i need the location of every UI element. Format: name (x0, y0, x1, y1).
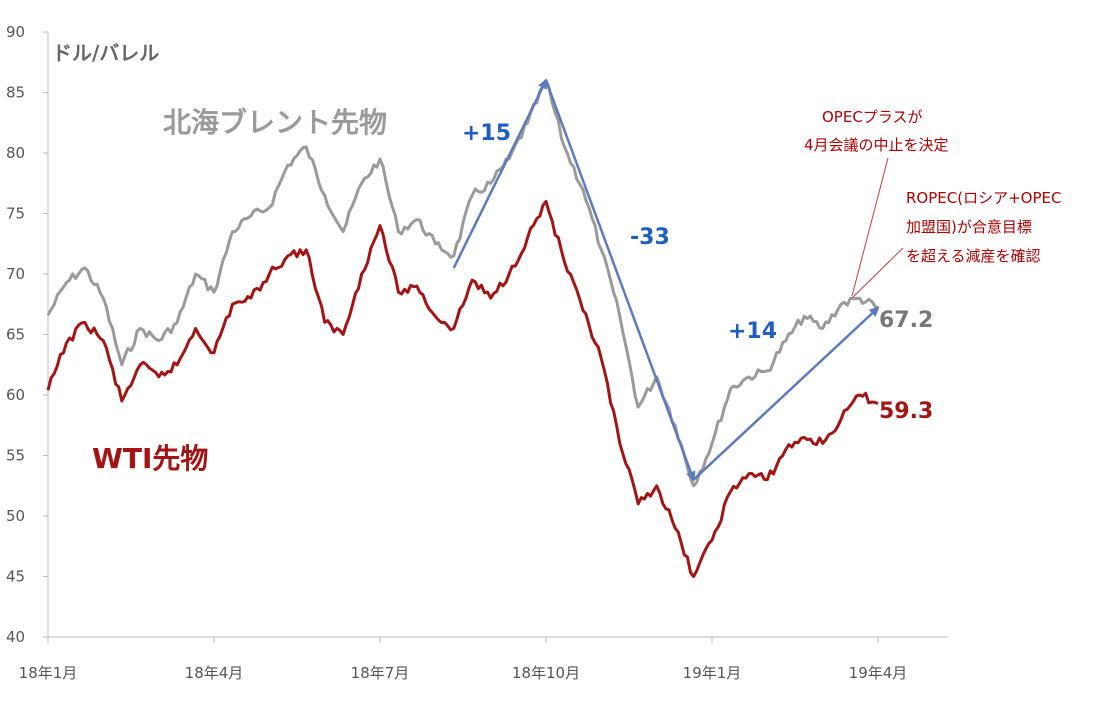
x-tick-label: 18年1月 (19, 664, 78, 682)
y-tick-label: 50 (6, 507, 25, 525)
change-arrow (544, 79, 696, 482)
y-tick-label: 85 (6, 84, 25, 102)
ropec-note-line1: ROPEC(ロシア+OPEC (906, 189, 1061, 207)
opec-plus-annotation: OPECプラスが 4月会議の中止を決定 (804, 108, 949, 297)
change-arrow-label: -33 (630, 225, 670, 250)
y-tick-label: 40 (6, 628, 25, 646)
change-arrow-label: +14 (728, 319, 777, 344)
change-arrows: +15 -33 +14 (452, 78, 880, 482)
y-tick-label: 90 (6, 23, 25, 41)
series-line-wti (46, 199, 879, 578)
ropec-annotation: ROPEC(ロシア+OPEC 加盟国)が合意目標 を超える減産を確認 (851, 189, 1061, 299)
change-arrow (692, 306, 880, 481)
x-tick-label: 19年4月 (849, 664, 908, 682)
y-axis: 40 45 50 55 60 65 70 75 80 85 90 (6, 23, 49, 646)
opec-plus-note-line1: OPECプラスが (822, 108, 923, 126)
x-axis: 18年1月 18年4月 18年7月 18年10月 19年1月 19年4月 (19, 636, 948, 682)
y-tick-label: 65 (6, 326, 25, 344)
y-tick-label: 45 (6, 568, 25, 586)
change-arrow (452, 78, 548, 269)
brent-end-value: 67.2 (879, 308, 933, 333)
y-tick-label: 75 (6, 205, 25, 223)
ropec-note-line2: 加盟国)が合意目標 (906, 218, 1032, 236)
x-tick-label: 18年4月 (185, 664, 244, 682)
y-tick-label: 55 (6, 447, 25, 465)
change-arrow-label: +15 (462, 121, 511, 146)
y-tick-label: 60 (6, 386, 25, 404)
series-label-brent: 北海ブレント先物 (163, 106, 387, 139)
x-tick-label: 18年10月 (512, 664, 580, 682)
series-line-brent (46, 78, 879, 488)
opec-plus-note-line2: 4月会議の中止を決定 (804, 136, 949, 154)
wti-end-value: 59.3 (879, 399, 933, 424)
y-axis-unit-label: ドル/バレル (52, 41, 159, 65)
ropec-leader-line (851, 247, 904, 299)
x-tick-label: 19年1月 (683, 664, 742, 682)
series-label-wti: WTI先物 (92, 442, 208, 475)
x-tick-label: 18年7月 (351, 664, 410, 682)
opec-plus-leader-line (851, 157, 889, 297)
y-tick-label: 70 (6, 265, 25, 283)
series-layer (46, 78, 879, 578)
ropec-note-line3: を超える減産を確認 (906, 247, 1041, 265)
y-tick-label: 80 (6, 144, 25, 162)
